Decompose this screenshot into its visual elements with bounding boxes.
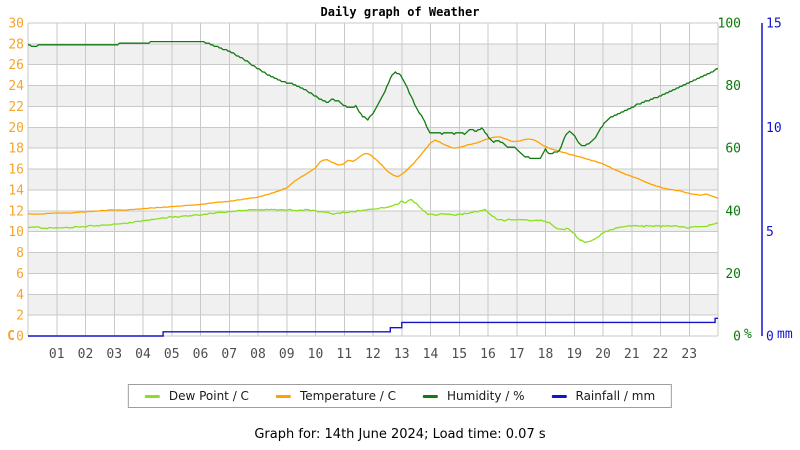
temp-axis-tick: 8: [16, 246, 24, 261]
x-axis-tick: 14: [423, 347, 439, 362]
temp-axis-tick: 12: [8, 204, 24, 219]
legend-item-dew-point: Dew Point / C: [144, 389, 249, 403]
legend-label: Rainfall / mm: [575, 389, 656, 403]
temp-axis-tick: 22: [8, 100, 24, 115]
chart-footer: Graph for: 14th June 2024; Load time: 0.…: [254, 427, 546, 442]
x-axis-tick: 02: [78, 347, 94, 362]
series-temperature-c: [27, 136, 719, 215]
humidity-line-swatch: [423, 394, 439, 398]
series-humidity: [28, 40, 718, 160]
x-axis-tick: 09: [279, 347, 295, 362]
humidity-axis-tick: 0: [733, 330, 741, 345]
x-axis-tick: 12: [365, 347, 381, 362]
rainfall-axis-tick: 5: [766, 225, 774, 240]
humidity-axis-tick: 20: [725, 267, 741, 282]
legend-label: Temperature / C: [299, 389, 397, 403]
temp-unit-label: C: [7, 329, 15, 344]
x-axis-tick: 15: [451, 347, 467, 362]
chart-legend: Dew Point / C Temperature / C Humidity /…: [127, 384, 673, 408]
gridlines: [27, 22, 719, 337]
humidity-axis-tick: 60: [725, 142, 741, 157]
temp-axis-tick: 18: [8, 142, 24, 157]
series-dew-point-c: [27, 198, 719, 244]
rainfall-unit-label: mm: [777, 327, 793, 342]
x-axis-tick: 08: [250, 347, 266, 362]
x-axis-tick: 03: [106, 347, 122, 362]
chart-canvas: 3028262422201816141210864201008060402001…: [7, 17, 793, 363]
x-axis-tick: 06: [193, 347, 209, 362]
legend-item-humidity: Humidity / %: [423, 389, 525, 403]
rainfall-axis-tick: 0: [766, 330, 774, 345]
temp-axis-tick: 24: [8, 79, 24, 94]
temp-axis-tick: 0: [16, 330, 24, 345]
x-axis-tick: 23: [681, 347, 697, 362]
temp-axis-tick: 20: [8, 121, 24, 136]
x-axis-tick: 18: [538, 347, 554, 362]
temp-axis-tick: 10: [8, 225, 24, 240]
x-axis-tick: 20: [595, 347, 611, 362]
x-axis-tick: 04: [135, 347, 151, 362]
x-axis-tick: 01: [49, 347, 65, 362]
axis-labels: 3028262422201816141210864201008060402001…: [7, 17, 793, 363]
temp-axis-tick: 2: [16, 309, 24, 324]
temp-axis-tick: 28: [8, 37, 24, 52]
chart-title: Daily graph of Weather: [320, 5, 480, 19]
x-axis-tick: 07: [221, 347, 237, 362]
x-axis-tick: 21: [624, 347, 640, 362]
humidity-unit-label: %: [744, 327, 752, 342]
x-axis-tick: 19: [566, 347, 582, 362]
rainfall-line-swatch: [551, 394, 567, 398]
legend-item-rainfall: Rainfall / mm: [551, 389, 656, 403]
temp-axis-tick: 6: [16, 267, 24, 282]
series-rainfall-mm: [28, 317, 718, 337]
temperature-line-swatch: [275, 394, 291, 398]
legend-label: Dew Point / C: [168, 389, 249, 403]
x-axis-tick: 17: [509, 347, 525, 362]
x-axis-tick: 10: [308, 347, 324, 362]
x-axis-tick: 13: [394, 347, 410, 362]
x-axis-tick: 11: [336, 347, 352, 362]
rainfall-axis-tick: 15: [766, 17, 782, 32]
series-group: [27, 40, 719, 337]
humidity-axis-tick: 100: [718, 17, 741, 32]
x-axis-tick: 05: [164, 347, 180, 362]
x-axis-tick: 22: [653, 347, 669, 362]
dew-point-line-swatch: [144, 394, 160, 398]
temp-axis-tick: 26: [8, 58, 24, 73]
x-axis-tick: 16: [480, 347, 496, 362]
temp-axis-tick: 14: [8, 183, 24, 198]
temp-axis-tick: 16: [8, 163, 24, 178]
legend-label: Humidity / %: [447, 389, 525, 403]
legend-item-temperature: Temperature / C: [275, 389, 397, 403]
humidity-axis-tick: 40: [725, 204, 741, 219]
temp-axis-tick: 30: [8, 17, 24, 32]
rainfall-axis-tick: 10: [766, 121, 782, 136]
temp-axis-tick: 4: [16, 288, 24, 303]
humidity-axis-tick: 80: [725, 79, 741, 94]
